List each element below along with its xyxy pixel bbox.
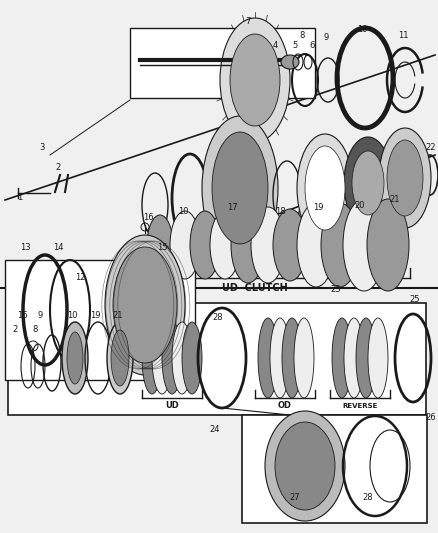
Text: 27: 27 (290, 494, 300, 503)
Ellipse shape (282, 318, 302, 398)
Text: 21: 21 (113, 311, 123, 319)
Text: REVERSE: REVERSE (343, 403, 378, 409)
Ellipse shape (297, 134, 353, 242)
Text: 18: 18 (275, 207, 285, 216)
Ellipse shape (281, 55, 299, 69)
Text: 13: 13 (20, 244, 30, 253)
Text: 7: 7 (245, 18, 251, 27)
Bar (8, 303, 426, 415)
Ellipse shape (379, 128, 431, 228)
Ellipse shape (105, 235, 185, 375)
Ellipse shape (172, 322, 192, 394)
Ellipse shape (367, 199, 409, 291)
Text: 15: 15 (157, 244, 167, 253)
Ellipse shape (305, 146, 345, 230)
Ellipse shape (202, 116, 278, 260)
Ellipse shape (231, 207, 265, 283)
Text: 16: 16 (17, 311, 27, 319)
Ellipse shape (258, 318, 278, 398)
Text: 4: 4 (272, 41, 278, 50)
Bar (130, 28, 315, 98)
Text: 28: 28 (363, 494, 373, 503)
Ellipse shape (251, 207, 285, 283)
Text: 25: 25 (410, 295, 420, 304)
Text: 10: 10 (178, 207, 188, 216)
Text: 21: 21 (390, 196, 400, 205)
Text: 19: 19 (313, 204, 323, 213)
Ellipse shape (332, 318, 352, 398)
Ellipse shape (113, 247, 177, 363)
Ellipse shape (265, 411, 345, 521)
Ellipse shape (273, 209, 307, 281)
Ellipse shape (270, 318, 290, 398)
Text: 1: 1 (17, 193, 22, 203)
Text: 20: 20 (355, 200, 365, 209)
Text: 17: 17 (227, 204, 237, 213)
Ellipse shape (107, 322, 133, 394)
Ellipse shape (111, 330, 129, 386)
Text: 5: 5 (293, 41, 298, 50)
Text: 3: 3 (39, 143, 45, 152)
Text: OD: OD (278, 401, 292, 410)
Ellipse shape (387, 140, 423, 216)
Ellipse shape (344, 318, 364, 398)
Ellipse shape (212, 132, 268, 244)
Text: 6: 6 (309, 41, 314, 50)
Ellipse shape (142, 322, 162, 394)
Ellipse shape (67, 332, 83, 384)
Text: 9: 9 (323, 34, 328, 43)
Text: 11: 11 (398, 30, 408, 39)
Bar (5, 260, 195, 380)
Text: 14: 14 (53, 244, 63, 253)
Ellipse shape (368, 318, 388, 398)
Text: 8: 8 (299, 30, 305, 39)
Text: 2: 2 (12, 326, 18, 335)
Ellipse shape (220, 18, 290, 142)
Ellipse shape (297, 203, 335, 287)
Ellipse shape (352, 151, 384, 215)
Ellipse shape (321, 203, 359, 287)
Ellipse shape (356, 318, 376, 398)
Text: 24: 24 (210, 425, 220, 434)
Text: 10: 10 (357, 26, 367, 35)
Ellipse shape (182, 322, 202, 394)
Text: UD: UD (165, 401, 179, 410)
Text: 16: 16 (143, 214, 153, 222)
Text: 26: 26 (425, 414, 436, 423)
Ellipse shape (210, 211, 240, 279)
Text: 23: 23 (330, 286, 341, 295)
Text: 8: 8 (32, 326, 38, 335)
Ellipse shape (147, 215, 173, 275)
Text: 2: 2 (55, 164, 60, 173)
Text: 12: 12 (75, 273, 85, 282)
Text: 10: 10 (67, 311, 77, 319)
Ellipse shape (230, 34, 280, 126)
Ellipse shape (190, 211, 220, 279)
Bar (242, 415, 427, 523)
Text: 22: 22 (425, 143, 435, 152)
Ellipse shape (343, 199, 385, 291)
Ellipse shape (162, 322, 182, 394)
Ellipse shape (62, 322, 88, 394)
Ellipse shape (275, 422, 335, 510)
Text: 19: 19 (90, 311, 100, 319)
Ellipse shape (152, 322, 172, 394)
Ellipse shape (294, 318, 314, 398)
Text: UD  CLUTCH: UD CLUTCH (222, 283, 288, 293)
Text: 9: 9 (37, 311, 42, 319)
Ellipse shape (344, 137, 392, 229)
Ellipse shape (170, 211, 200, 279)
Text: 28: 28 (213, 312, 223, 321)
